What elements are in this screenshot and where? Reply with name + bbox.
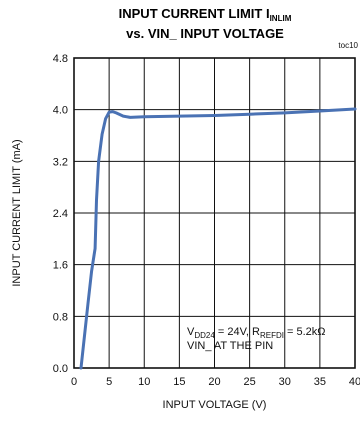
chart-title-main: INPUT CURRENT LIMIT I xyxy=(119,6,270,21)
y-axis-ticks: 0.0 0.8 1.6 2.4 3.2 4.0 4.8 xyxy=(53,53,68,375)
plot-frame xyxy=(73,57,356,369)
chart-title: INPUT CURRENT LIMIT IINLIM xyxy=(119,6,292,23)
y-tick-label: 2.4 xyxy=(53,208,68,220)
y-tick-label: 0.0 xyxy=(53,363,68,375)
annotation-text: = 5.2kΩ xyxy=(284,326,326,338)
series-line-0 xyxy=(79,107,357,370)
x-tick-label: 25 xyxy=(244,376,256,388)
x-tick-label: 0 xyxy=(71,376,77,388)
y-tick-label: 3.2 xyxy=(53,156,68,168)
y-tick-label: 4.0 xyxy=(53,105,68,117)
x-axis-ticks: 0 5 10 15 20 25 30 35 40 xyxy=(71,376,360,388)
x-tick-label: 5 xyxy=(106,376,112,388)
annotation-text: V xyxy=(187,326,195,338)
x-tick-label: 35 xyxy=(314,376,326,388)
y-tick-label: 4.8 xyxy=(53,53,68,65)
y-tick-label: 0.8 xyxy=(53,311,68,323)
x-tick-label: 20 xyxy=(208,376,220,388)
annotation-line-2: VIN_ AT THE PIN xyxy=(187,340,273,352)
y-tick-label: 1.6 xyxy=(53,260,68,272)
series-group xyxy=(79,107,357,370)
x-axis-label: INPUT VOLTAGE (V) xyxy=(163,399,267,411)
plot-area: 0.0 0.8 1.6 2.4 3.2 4.0 4.8 0 5 10 15 20 25 30 35 40 V… xyxy=(53,53,360,388)
x-tick-label: 15 xyxy=(173,376,185,388)
figure-id: toc10 xyxy=(338,41,358,50)
grid xyxy=(73,57,356,369)
chart-title-subscript: INLIM xyxy=(270,14,292,23)
x-tick-label: 30 xyxy=(279,376,291,388)
chart-title-line2: vs. VIN_ INPUT VOLTAGE xyxy=(126,26,284,41)
annotation-line-1: VDD24 = 24V, RREFDI = 5.2kΩ xyxy=(187,326,326,340)
annotation-text: = 24V, R xyxy=(215,326,260,338)
y-axis-label: INPUT CURRENT LIMIT (mA) xyxy=(11,139,23,286)
annotation-subscript: DD24 xyxy=(194,331,215,340)
x-tick-label: 40 xyxy=(349,376,360,388)
annotation: VDD24 = 24V, RREFDI = 5.2kΩ VIN_ AT THE … xyxy=(187,326,326,352)
annotation-subscript: REFDI xyxy=(260,331,284,340)
x-tick-label: 10 xyxy=(138,376,150,388)
